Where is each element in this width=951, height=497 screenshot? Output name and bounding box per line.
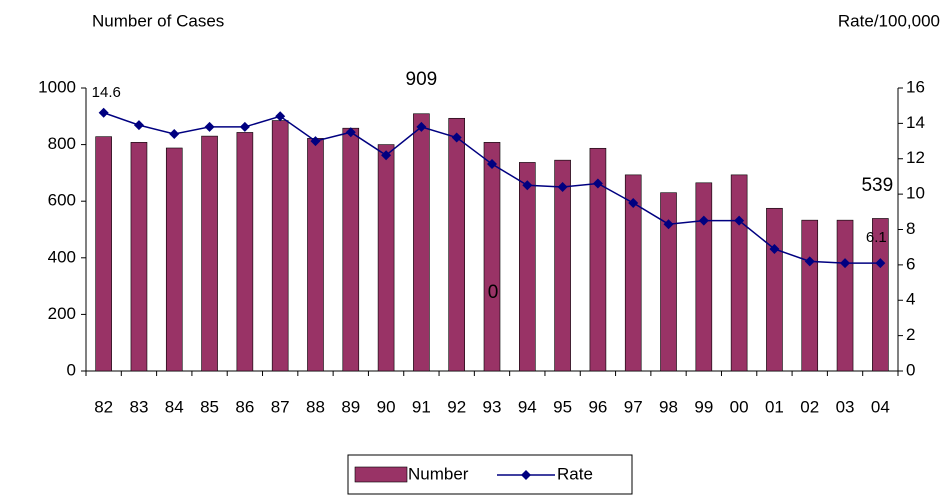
rate-marker <box>345 127 356 138</box>
y-tick-label: 1000 <box>38 77 76 96</box>
rate-marker <box>204 121 215 132</box>
y2-tick-label: 2 <box>906 325 915 344</box>
bar <box>730 174 748 372</box>
bar <box>554 159 571 372</box>
bar <box>801 219 819 372</box>
rate-marker <box>769 243 780 254</box>
bar <box>448 117 465 372</box>
x-tick-label: 98 <box>659 397 678 416</box>
rate-marker <box>239 121 250 132</box>
data-label: 14.6 <box>92 84 121 101</box>
y-tick-label: 200 <box>48 304 76 323</box>
data-label: 909 <box>406 69 438 90</box>
x-tick-label: 89 <box>341 397 360 416</box>
bar <box>519 162 536 372</box>
rate-marker <box>592 178 603 189</box>
y2-axis-label: Rate/100,000 <box>838 11 940 30</box>
rate-marker <box>698 215 709 226</box>
x-tick-label: 84 <box>165 397 184 416</box>
x-tick-label: 94 <box>518 397 537 416</box>
y-tick-label: 400 <box>48 247 76 266</box>
y2-tick-label: 8 <box>906 219 915 238</box>
x-tick-label: 92 <box>447 397 466 416</box>
rate-marker <box>275 111 286 122</box>
x-tick-label: 95 <box>553 397 572 416</box>
bar <box>165 147 183 372</box>
y-axis-label: Number of Cases <box>92 11 224 30</box>
y2-tick-label: 16 <box>906 77 925 96</box>
rate-marker <box>840 258 851 269</box>
y-tick-label: 800 <box>48 134 76 153</box>
bar <box>201 135 218 372</box>
x-tick-label: 97 <box>624 397 643 416</box>
y2-tick-label: 0 <box>906 360 915 379</box>
bar <box>236 132 254 372</box>
rate-marker <box>451 132 462 143</box>
bar <box>95 136 112 372</box>
rate-marker <box>310 136 321 147</box>
rate-marker <box>169 128 180 139</box>
y2-tick-label: 12 <box>906 148 925 167</box>
legend-marker <box>521 470 531 480</box>
bar <box>307 138 324 372</box>
x-tick-label: 00 <box>730 397 749 416</box>
bar <box>271 120 289 372</box>
rate-marker <box>381 150 392 161</box>
rate-marker <box>663 219 674 230</box>
x-tick-label: 82 <box>94 397 113 416</box>
y-tick-label: 0 <box>67 360 76 379</box>
bar <box>836 219 854 372</box>
x-tick-label: 04 <box>871 397 890 416</box>
bar <box>660 192 677 372</box>
x-tick-label: 87 <box>271 397 290 416</box>
y2-tick-label: 10 <box>906 184 925 203</box>
bar <box>377 144 395 372</box>
bar <box>483 142 501 372</box>
bar <box>413 113 430 372</box>
bar <box>766 207 783 372</box>
x-tick-label: 01 <box>765 397 784 416</box>
data-label: 6.1 <box>866 229 887 246</box>
x-tick-label: 88 <box>306 397 325 416</box>
x-tick-label: 83 <box>129 397 148 416</box>
data-label: 539 <box>861 175 893 196</box>
rate-marker <box>416 121 427 132</box>
rate-marker <box>98 107 109 118</box>
x-tick-label: 91 <box>412 397 431 416</box>
x-tick-label: 99 <box>694 397 713 416</box>
x-tick-label: 03 <box>836 397 855 416</box>
y2-tick-label: 6 <box>906 254 915 273</box>
rate-marker <box>133 120 144 131</box>
rate-marker <box>522 180 533 191</box>
legend-label: Number <box>408 464 469 483</box>
y2-tick-label: 4 <box>906 290 915 309</box>
x-tick-label: 90 <box>377 397 396 416</box>
x-tick-label: 85 <box>200 397 219 416</box>
rate-marker <box>875 258 886 269</box>
rate-marker <box>557 182 568 193</box>
x-tick-label: 96 <box>588 397 607 416</box>
bar <box>624 174 642 372</box>
rate-marker <box>628 197 639 208</box>
bar <box>695 182 713 372</box>
annotation: 0 <box>488 282 499 303</box>
y2-tick-label: 14 <box>906 113 925 132</box>
y-tick-label: 600 <box>48 191 76 210</box>
bar <box>872 218 889 372</box>
rate-marker <box>734 215 745 226</box>
bar <box>130 142 148 372</box>
rate-marker <box>804 256 815 267</box>
x-tick-label: 93 <box>483 397 502 416</box>
legend-label: Rate <box>557 464 593 483</box>
x-tick-label: 86 <box>235 397 254 416</box>
bar <box>342 127 360 372</box>
x-tick-label: 02 <box>800 397 819 416</box>
bar <box>589 147 607 372</box>
legend-swatch <box>354 466 408 483</box>
rate-marker <box>487 159 497 170</box>
